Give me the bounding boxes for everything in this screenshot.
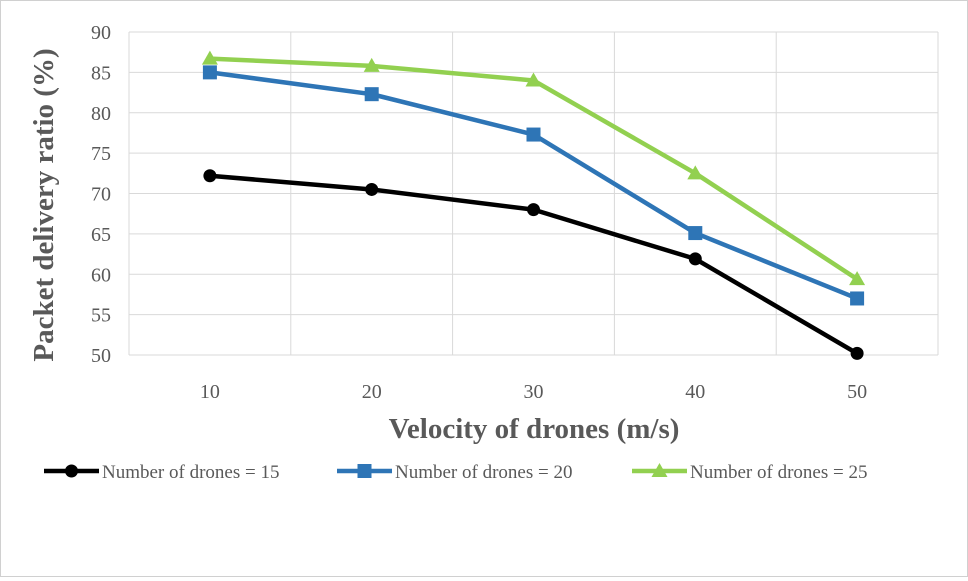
y-tick-label: 65 (91, 224, 111, 246)
data-point (525, 72, 542, 87)
data-point (849, 271, 866, 286)
data-point (201, 50, 218, 65)
y-tick-label: 60 (91, 264, 111, 286)
data-point (202, 65, 217, 80)
data-point (850, 291, 865, 306)
x-tick-label: 10 (200, 381, 220, 403)
series-2 (202, 65, 865, 306)
data-point (364, 87, 379, 102)
x-tick-label: 30 (524, 381, 544, 403)
series-3 (201, 50, 866, 286)
data-point (688, 226, 703, 241)
legend-marker (357, 464, 372, 478)
data-point (363, 57, 380, 72)
y-axis-title: Packet delivery ratio (%) (28, 48, 60, 361)
series-lines (201, 50, 866, 360)
data-point (688, 252, 702, 266)
legend-label: Number of drones = 20 (395, 462, 572, 483)
x-tick-label: 50 (847, 381, 867, 403)
legend-label: Number of drones = 25 (690, 462, 867, 483)
x-tick-label: 20 (362, 381, 382, 403)
data-point (203, 169, 217, 183)
y-tick-label: 75 (91, 143, 111, 165)
y-axis-ticks: 50 55 60 65 70 75 80 85 90 (91, 22, 111, 367)
series-line (209, 56, 859, 281)
legend: Number of drones = 15 Number of drones = … (44, 462, 867, 483)
legend-item: Number of drones = 25 (632, 462, 867, 483)
x-tick-label: 40 (685, 381, 705, 403)
series-1 (203, 169, 864, 360)
y-tick-label: 80 (91, 103, 111, 125)
x-axis-ticks: 10 20 30 40 50 (200, 381, 867, 403)
data-point (526, 127, 541, 142)
gridlines (128, 31, 939, 356)
data-point (687, 165, 704, 180)
legend-item: Number of drones = 15 (44, 462, 279, 483)
legend-item: Number of drones = 20 (337, 462, 572, 483)
y-tick-label: 90 (91, 22, 111, 44)
x-axis-title: Velocity of drones (m/s) (389, 413, 680, 445)
y-tick-label: 70 (91, 184, 111, 206)
data-point (850, 346, 864, 360)
data-point (527, 203, 540, 217)
y-tick-label: 55 (91, 305, 111, 327)
legend-label: Number of drones = 15 (102, 462, 279, 483)
legend-marker (651, 463, 668, 477)
series-line (209, 173, 859, 356)
data-point (365, 182, 379, 196)
y-tick-label: 50 (91, 345, 111, 367)
y-tick-label: 85 (91, 62, 111, 84)
legend-marker (65, 464, 78, 478)
